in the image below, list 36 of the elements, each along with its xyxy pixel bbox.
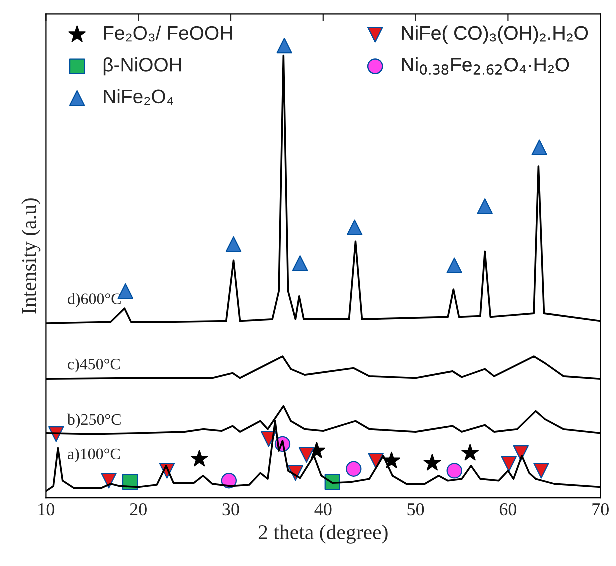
point [190, 450, 208, 467]
x-tick-label: 60 [500, 503, 517, 516]
series-label: d)600°C [68, 293, 121, 308]
x-tick-label: 20 [130, 503, 147, 516]
x-axis-title: 2 theta (degree) [258, 524, 388, 544]
point [446, 258, 462, 274]
point [276, 38, 292, 54]
x-tick-label: 70 [592, 503, 609, 516]
point [346, 461, 362, 477]
point [534, 463, 550, 479]
point [424, 454, 442, 471]
legend-label: Ni$_{0.38}$Fe$_{2.62}$O₄·H₂O [402, 57, 570, 75]
legend-label: NiFe( CO)₃(OH)₂.H₂O [402, 26, 588, 44]
point [346, 220, 363, 236]
series-label: b)250°C [67, 414, 121, 428]
legend-label: NiFe₂O₄ [104, 89, 174, 106]
point [532, 140, 548, 156]
point [513, 445, 529, 462]
point [501, 456, 517, 472]
point [298, 447, 315, 463]
x-tick-label: 30 [222, 503, 240, 516]
point [292, 256, 308, 272]
point [462, 444, 479, 461]
point [446, 463, 462, 479]
legend-label: β-NiOOH [104, 58, 182, 76]
x-tick-label: 40 [314, 503, 332, 516]
point [368, 453, 384, 469]
y-axis-title: Intensity (a.u) [22, 198, 41, 314]
x-tick-label: 50 [408, 503, 424, 516]
series-label: a)100°C [68, 448, 120, 463]
point [226, 236, 242, 252]
legend-label: Fe₂O₃/ FeOOH [104, 26, 232, 42]
point [477, 198, 493, 214]
x-tick-label: 10 [38, 503, 55, 516]
point [101, 473, 117, 489]
series-label: c)450°C [68, 358, 120, 373]
